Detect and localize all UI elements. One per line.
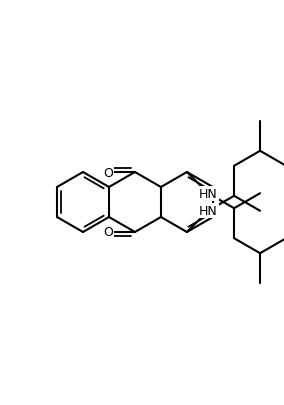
Text: O: O: [103, 166, 113, 179]
Text: HN: HN: [199, 187, 218, 200]
Text: HN: HN: [199, 205, 218, 218]
Text: O: O: [103, 226, 113, 239]
